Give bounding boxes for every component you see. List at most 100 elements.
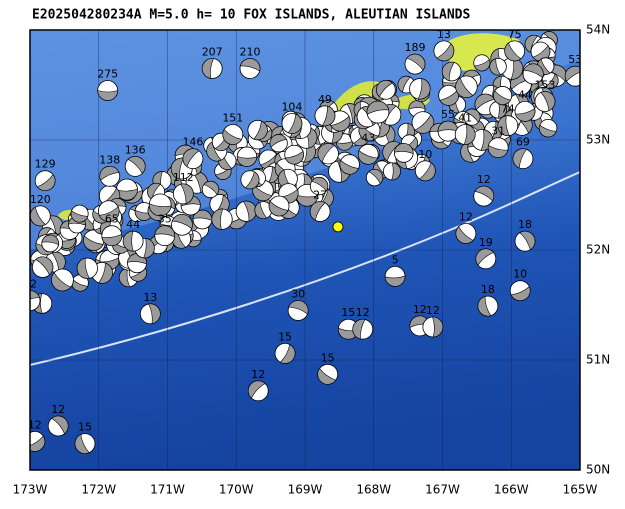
beachball-quadrant: [284, 150, 304, 165]
beachball-quadrant: [436, 43, 455, 62]
event-label: 12: [426, 304, 440, 317]
event-label: 15: [341, 306, 355, 319]
beachball-quadrant: [473, 59, 491, 72]
event-label: 74: [501, 103, 515, 116]
beachball-quadrant: [441, 61, 455, 82]
beachball-quadrant: [432, 316, 444, 338]
beachball-quadrant: [358, 150, 378, 165]
event-label: 41: [458, 112, 472, 125]
beachball-quadrant: [36, 174, 56, 191]
focal-mechanism: [497, 115, 519, 137]
beachball-quadrant: [180, 183, 194, 204]
beachball-quadrant: [253, 120, 268, 141]
beachball-quadrant: [48, 215, 64, 236]
focal-mechanism: [287, 300, 309, 321]
event-label: 10: [418, 148, 432, 161]
beachball-quadrant: [414, 114, 435, 134]
event-label: 112: [173, 171, 194, 184]
focal-mechanism: [274, 342, 296, 364]
title: E202504280234A M=5.0 h= 10 FOX ISLANDS, …: [32, 8, 470, 23]
focal-mechanism: [41, 234, 60, 253]
event-label: 12: [251, 368, 265, 381]
beachball-quadrant: [99, 166, 120, 181]
focal-mechanism: [97, 80, 119, 101]
beachball-quadrant: [70, 210, 89, 223]
focal-mechanism: [504, 40, 526, 62]
focal-mechanism: [564, 65, 580, 87]
focal-mechanism: [487, 137, 509, 159]
event-label: 136: [125, 143, 146, 156]
event-label: 189: [405, 41, 426, 54]
focal-mechanism: [514, 101, 536, 122]
event-label: 75: [508, 28, 522, 41]
beachball-quadrant: [74, 434, 90, 454]
focal-mechanism: [317, 143, 339, 165]
beachball-quadrant: [477, 296, 492, 317]
event-label: 31: [491, 125, 505, 138]
beachball-quadrant: [510, 286, 531, 301]
x-tick-label: 166W: [494, 483, 529, 497]
event-label: 13: [143, 291, 157, 304]
map-frame: [29, 29, 581, 471]
beachball-quadrant: [143, 238, 155, 259]
focal-mechanism: [148, 193, 172, 217]
focal-mechanism: [269, 134, 288, 153]
focal-mechanism: [34, 170, 56, 192]
focal-mechanism: [454, 124, 476, 145]
beachball-quadrant: [134, 209, 154, 221]
beachball-quadrant: [211, 208, 224, 230]
beachball-quadrant: [154, 225, 175, 238]
x-tick-label: 170W: [219, 483, 254, 497]
beachball-quadrant: [512, 148, 528, 169]
beachball-quadrant: [30, 206, 46, 227]
beachball-quadrant: [330, 115, 351, 132]
event-label: 15: [78, 421, 92, 434]
beachball-quadrant: [245, 171, 260, 190]
beachball-quadrant: [408, 100, 426, 110]
beachball-quadrant: [122, 230, 134, 252]
focal-mechanism: [76, 257, 98, 279]
focal-mechanism: [384, 265, 406, 287]
beachball-quadrant: [493, 90, 511, 105]
event-label: 53: [568, 53, 582, 66]
beachball-quadrant: [269, 134, 287, 148]
beachball-quadrant: [239, 58, 261, 72]
beachball-quadrant: [148, 303, 161, 325]
beachball-quadrant: [171, 214, 193, 230]
event-label: 120: [30, 193, 51, 206]
focal-mechanism: [182, 148, 204, 170]
beachball-quadrant: [51, 272, 72, 292]
beachball-quadrant: [309, 201, 326, 221]
beachball-quadrant: [352, 318, 366, 340]
event-label: 138: [99, 153, 120, 166]
beachball-quadrant: [465, 108, 481, 123]
event-label: 19: [479, 236, 493, 249]
focal-mechanism: [139, 303, 161, 325]
focal-mechanism: [31, 256, 54, 278]
beachball-quadrant: [514, 108, 536, 122]
focal-mechanism: [530, 41, 551, 62]
focal-mechanism: [493, 86, 513, 106]
event-label: 44: [518, 88, 532, 101]
focal-mechanism: [409, 78, 431, 100]
y-tick-label: 54N: [586, 23, 610, 37]
beachball-quadrant: [376, 80, 393, 98]
focal-mechanism: [455, 75, 478, 98]
beachball-quadrant: [368, 169, 384, 185]
beachball-quadrant: [288, 300, 309, 315]
beachball-quadrant: [268, 200, 289, 217]
focal-mechanism: [534, 91, 556, 112]
focal-mechanism: [314, 105, 336, 127]
focal-mechanism: [70, 204, 89, 223]
event-label: 65: [105, 213, 119, 226]
event-label: 10: [513, 268, 527, 281]
island: [444, 33, 520, 71]
event-label: 12: [51, 403, 65, 416]
y-tick-label: 50N: [586, 463, 610, 477]
beachball-quadrant: [147, 182, 161, 200]
beachball-quadrant: [322, 105, 336, 127]
x-tick-label: 167W: [425, 483, 460, 497]
beachball-quadrant: [203, 181, 219, 195]
focal-mechanism: [473, 54, 491, 72]
focal-mechanism: [171, 213, 193, 236]
